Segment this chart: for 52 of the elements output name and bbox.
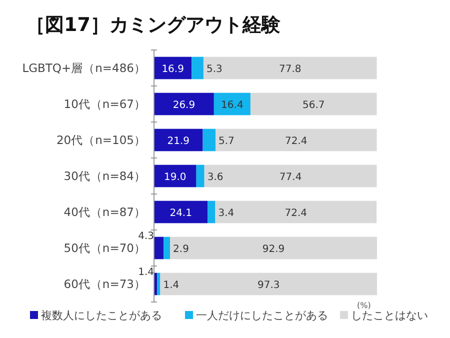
bar bbox=[154, 164, 196, 188]
data-label: 1.4 bbox=[163, 280, 180, 291]
bar bbox=[215, 128, 377, 152]
data-label: 2.9 bbox=[173, 244, 189, 255]
data-label: 72.4 bbox=[284, 208, 308, 219]
legend-label: 一人だけにしたことがある bbox=[196, 309, 328, 322]
data-label: 16.4 bbox=[221, 100, 244, 111]
y-tick-label: 50代（n=70） bbox=[64, 241, 146, 255]
data-label: 5.7 bbox=[218, 136, 234, 147]
y-tick-label: LGBTQ+層（n=486） bbox=[22, 61, 146, 75]
data-label: 77.8 bbox=[278, 64, 302, 75]
data-label: 56.7 bbox=[302, 100, 325, 111]
bar bbox=[154, 128, 203, 152]
data-label: 3.4 bbox=[218, 208, 234, 219]
data-label: 4.3 bbox=[138, 230, 154, 242]
bar bbox=[203, 56, 377, 80]
chart-title: ［図17］カミングアウト経験 bbox=[26, 14, 282, 36]
bar bbox=[154, 92, 214, 116]
y-tick-label: 30代（n=84） bbox=[64, 169, 146, 183]
bar bbox=[214, 92, 250, 116]
bar bbox=[192, 56, 204, 80]
data-label: 26.9 bbox=[172, 100, 196, 111]
legend-label: したことはない bbox=[351, 309, 428, 322]
data-label: 97.3 bbox=[257, 280, 280, 291]
bar bbox=[215, 200, 377, 224]
bar bbox=[208, 200, 216, 224]
data-label: 21.9 bbox=[167, 136, 190, 147]
y-tick-label: 10代（n=67） bbox=[64, 97, 146, 111]
y-tick-label: 60代（n=73） bbox=[64, 277, 146, 291]
annotation: (%) bbox=[357, 301, 371, 310]
data-label: 3.6 bbox=[207, 172, 224, 183]
legend-label: 複数人にしたことがある bbox=[41, 309, 162, 322]
data-label: 92.9 bbox=[262, 244, 285, 255]
bar bbox=[202, 128, 216, 152]
bar bbox=[250, 92, 377, 116]
bar bbox=[170, 236, 377, 260]
bar bbox=[157, 272, 160, 296]
y-tick-label: 40代（n=87） bbox=[64, 205, 146, 219]
bar bbox=[154, 236, 164, 260]
data-label: 72.4 bbox=[285, 136, 308, 147]
data-label: 16.9 bbox=[162, 64, 184, 75]
data-label: 5.3 bbox=[206, 64, 222, 75]
data-label: 19.0 bbox=[164, 172, 186, 183]
data-label: 1.4 bbox=[138, 266, 154, 278]
data-label: 24.1 bbox=[170, 208, 192, 219]
bar bbox=[196, 164, 204, 188]
bar bbox=[204, 164, 377, 188]
bar bbox=[154, 200, 208, 224]
bar bbox=[160, 272, 377, 296]
y-tick-label: 20代（n=105） bbox=[56, 133, 146, 147]
bar bbox=[164, 236, 170, 260]
data-label: 77.4 bbox=[279, 172, 302, 183]
